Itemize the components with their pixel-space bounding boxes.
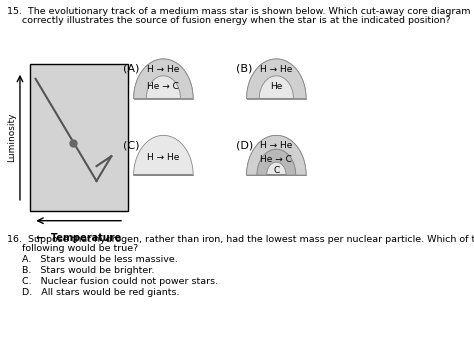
Text: He → C: He → C (147, 82, 179, 91)
Text: correctly illustrates the source of fusion energy when the star is at the indica: correctly illustrates the source of fusi… (7, 16, 451, 25)
Text: H → He: H → He (260, 141, 292, 150)
Text: (B): (B) (236, 64, 253, 74)
Text: (C): (C) (123, 140, 140, 150)
Polygon shape (246, 59, 306, 99)
Text: C.   Nuclear fusion could not power stars.: C. Nuclear fusion could not power stars. (22, 277, 219, 286)
Text: B.   Stars would be brighter.: B. Stars would be brighter. (22, 266, 155, 276)
Text: 15.  The evolutionary track of a medium mass star is shown below. Which cut-away: 15. The evolutionary track of a medium m… (7, 7, 471, 16)
Polygon shape (134, 59, 193, 99)
Polygon shape (134, 59, 193, 99)
Polygon shape (246, 135, 306, 175)
Polygon shape (134, 135, 193, 175)
Text: He → C: He → C (260, 155, 292, 164)
Text: 16.  Suppose that hydrogen, rather than iron, had the lowest mass per nuclear pa: 16. Suppose that hydrogen, rather than i… (7, 234, 474, 244)
Polygon shape (246, 135, 306, 175)
Text: H → He: H → He (147, 65, 180, 74)
Text: (A): (A) (123, 64, 140, 74)
Text: following would be true?: following would be true? (7, 244, 138, 253)
Text: D.   All stars would be red giants.: D. All stars would be red giants. (22, 288, 180, 297)
Text: H → He: H → He (260, 65, 292, 74)
Text: He: He (270, 82, 283, 91)
Polygon shape (257, 149, 296, 175)
Text: (D): (D) (236, 140, 254, 150)
Text: H → He: H → He (147, 153, 180, 162)
Text: C: C (273, 166, 280, 175)
Text: A.   Stars would be less massive.: A. Stars would be less massive. (22, 256, 178, 264)
Polygon shape (246, 59, 306, 99)
Bar (30, 64, 128, 211)
Text: Luminosity: Luminosity (7, 113, 16, 162)
Text: ←  Temperature: ← Temperature (36, 233, 121, 242)
